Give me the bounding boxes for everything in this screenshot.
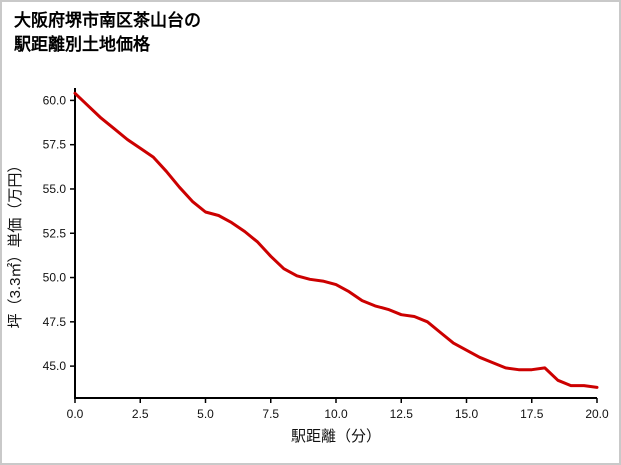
y-tick-label: 47.5 (43, 315, 67, 329)
y-tick-label: 57.5 (43, 138, 67, 152)
y-tick-label: 50.0 (43, 271, 67, 285)
x-tick-label: 7.5 (262, 407, 279, 421)
y-tick-label: 45.0 (43, 359, 67, 373)
price-line-series (73, 91, 599, 389)
x-tick-label: 2.5 (132, 407, 149, 421)
x-tick-label: 5.0 (197, 407, 214, 421)
y-axis-label: 坪（3.3㎡）単価（万円） (7, 158, 24, 329)
x-axis-label: 駅距離（分） (291, 427, 381, 445)
chart-title-line1: 大阪府堺市南区茶山台の (14, 11, 201, 30)
chart-title-line2: 駅距離別土地価格 (14, 34, 150, 54)
x-tick-label: 12.5 (390, 407, 414, 421)
y-tick-label: 60.0 (43, 93, 67, 107)
x-tick-label: 15.0 (455, 407, 479, 421)
y-tick-label: 52.5 (43, 226, 67, 240)
y-tick-label: 55.0 (43, 182, 67, 196)
x-tick-label: 10.0 (324, 407, 348, 421)
x-tick-label: 20.0 (585, 407, 609, 421)
x-tick-label: 0.0 (67, 407, 84, 421)
chart-title: 大阪府堺市南区茶山台の 駅距離別土地価格 (14, 9, 201, 57)
x-tick-label: 17.5 (520, 407, 544, 421)
